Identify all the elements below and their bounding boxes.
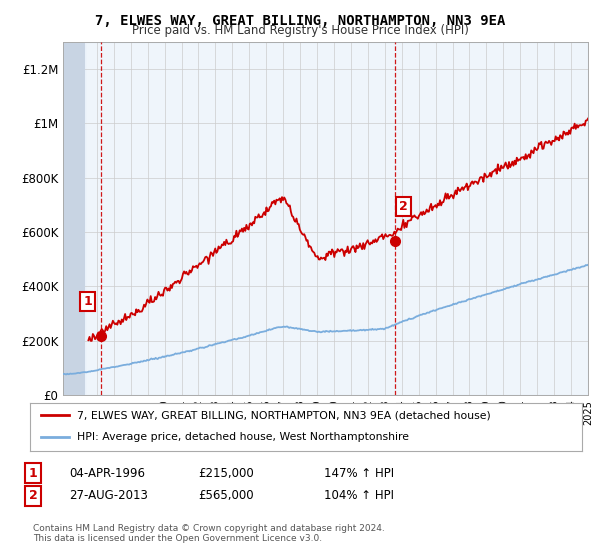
Text: 7, ELWES WAY, GREAT BILLING, NORTHAMPTON, NN3 9EA (detached house): 7, ELWES WAY, GREAT BILLING, NORTHAMPTON… — [77, 410, 491, 420]
Text: 104% ↑ HPI: 104% ↑ HPI — [324, 489, 394, 502]
Text: £565,000: £565,000 — [198, 489, 254, 502]
Text: 7, ELWES WAY, GREAT BILLING, NORTHAMPTON, NN3 9EA: 7, ELWES WAY, GREAT BILLING, NORTHAMPTON… — [95, 14, 505, 28]
Text: Contains HM Land Registry data © Crown copyright and database right 2024.
This d: Contains HM Land Registry data © Crown c… — [33, 524, 385, 543]
Text: £215,000: £215,000 — [198, 466, 254, 480]
Text: 1: 1 — [83, 295, 92, 307]
Text: 04-APR-1996: 04-APR-1996 — [69, 466, 145, 480]
Text: HPI: Average price, detached house, West Northamptonshire: HPI: Average price, detached house, West… — [77, 432, 409, 442]
Text: 147% ↑ HPI: 147% ↑ HPI — [324, 466, 394, 480]
Bar — [85, 42, 588, 395]
Bar — [63, 42, 85, 395]
Text: Price paid vs. HM Land Registry's House Price Index (HPI): Price paid vs. HM Land Registry's House … — [131, 24, 469, 37]
Text: 1: 1 — [29, 466, 37, 480]
Text: 27-AUG-2013: 27-AUG-2013 — [69, 489, 148, 502]
Text: 2: 2 — [398, 200, 407, 213]
Text: 2: 2 — [29, 489, 37, 502]
